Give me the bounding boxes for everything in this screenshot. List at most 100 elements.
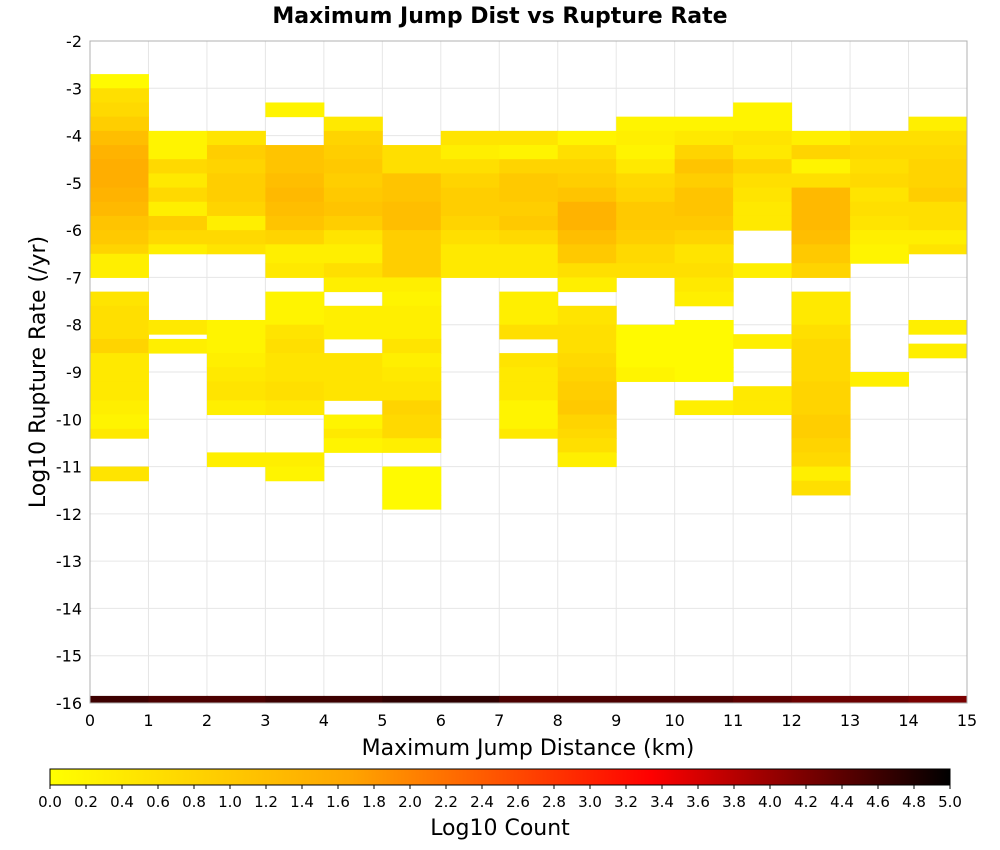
colorbar-tick-label: 3.6 bbox=[686, 793, 710, 811]
heatmap-cell bbox=[206, 215, 266, 231]
colorbar-tick-label: 2.0 bbox=[398, 793, 422, 811]
heatmap-cell bbox=[90, 324, 149, 340]
heatmap-cell bbox=[791, 353, 851, 368]
colorbar-tick-label: 4.4 bbox=[830, 793, 854, 811]
heatmap-cell-bottom-row bbox=[323, 695, 383, 703]
heatmap-cell bbox=[908, 215, 968, 231]
heatmap-cell bbox=[557, 173, 617, 189]
heatmap-cell bbox=[265, 187, 325, 203]
x-axis-label: Maximum Jump Distance (km) bbox=[362, 736, 695, 761]
heatmap-cell bbox=[616, 145, 676, 160]
heatmap-cell bbox=[440, 230, 500, 245]
heatmap-cell bbox=[90, 338, 149, 354]
heatmap-cell bbox=[908, 187, 968, 203]
heatmap-cell bbox=[265, 381, 325, 401]
heatmap-cell bbox=[323, 130, 383, 146]
plot-border bbox=[89, 40, 968, 704]
heatmap-cell bbox=[557, 277, 617, 293]
colorbar-tick-label: 1.4 bbox=[290, 793, 314, 811]
heatmap-cell bbox=[850, 130, 910, 146]
heatmap-cell bbox=[791, 263, 851, 278]
heatmap-cell bbox=[382, 338, 442, 354]
heatmap-cell bbox=[499, 244, 559, 264]
heatmap-cell bbox=[382, 367, 442, 382]
x-tick-label: 0 bbox=[85, 711, 95, 730]
heatmap-cell bbox=[440, 173, 500, 189]
heatmap-cell bbox=[323, 324, 383, 340]
heatmap-cell bbox=[440, 244, 500, 264]
heatmap-cell bbox=[557, 428, 617, 439]
heatmap-cell bbox=[908, 230, 968, 245]
heatmap-cell bbox=[791, 400, 851, 416]
heatmap-cell bbox=[850, 159, 910, 174]
heatmap-cell bbox=[499, 324, 559, 340]
heatmap-cell bbox=[206, 367, 266, 382]
heatmap-cell bbox=[616, 187, 676, 203]
heatmap-cell bbox=[382, 324, 442, 340]
heatmap-cell bbox=[908, 130, 968, 146]
heatmap-cell bbox=[499, 215, 559, 231]
heatmap-cell bbox=[733, 215, 793, 231]
heatmap-cell bbox=[733, 334, 793, 349]
heatmap-cell bbox=[733, 386, 793, 401]
heatmap-cell bbox=[733, 173, 793, 189]
heatmap-cell bbox=[440, 201, 500, 217]
x-tick-label: 5 bbox=[377, 711, 387, 730]
y-tick-label: -13 bbox=[56, 552, 82, 571]
heatmap-cell bbox=[90, 130, 149, 146]
heatmap-cell bbox=[265, 230, 325, 245]
colorbar-tick-label: 0.4 bbox=[110, 793, 134, 811]
colorbar-tick-label: 4.6 bbox=[866, 793, 890, 811]
colorbar-tick-label: 1.6 bbox=[326, 793, 350, 811]
heatmap-cell bbox=[499, 145, 559, 160]
heatmap-cell bbox=[382, 291, 442, 307]
heatmap-cell bbox=[616, 116, 676, 132]
heatmap-cell bbox=[791, 145, 851, 160]
heatmap-cell bbox=[206, 452, 266, 468]
heatmap-cell bbox=[850, 372, 910, 387]
y-tick-label: -4 bbox=[66, 127, 82, 146]
heatmap-cell bbox=[206, 244, 266, 255]
heatmap-cell bbox=[90, 291, 149, 307]
heatmap-cell bbox=[733, 187, 793, 203]
colorbar-tick-label: 5.0 bbox=[938, 793, 962, 811]
colorbar-tick-label: 4.8 bbox=[902, 793, 926, 811]
heatmap-cell-bottom-row bbox=[733, 695, 793, 703]
heatmap-cell bbox=[791, 230, 851, 245]
heatmap-cell-bottom-row bbox=[616, 695, 676, 703]
heatmap-cell-bottom-row bbox=[791, 695, 851, 703]
heatmap-cell bbox=[382, 230, 442, 245]
heatmap-cell bbox=[616, 230, 676, 245]
y-tick-label: -15 bbox=[56, 647, 82, 666]
heatmap-cell bbox=[850, 145, 910, 160]
heatmap-cell bbox=[674, 145, 734, 160]
y-tick-labels: -2 -3 -4 -5 -6 -7 -8 -9 -10 -11 -12 -13 -14 -15 -16 bbox=[56, 32, 82, 713]
y-tick-label: -12 bbox=[56, 505, 82, 524]
colorbar-tick-label: 2.8 bbox=[542, 793, 566, 811]
heatmap-cell-bottom-row bbox=[148, 695, 208, 703]
colorbar-tick-label: 3.8 bbox=[722, 793, 746, 811]
x-tick-label: 3 bbox=[260, 711, 270, 730]
heatmap-cell bbox=[323, 428, 383, 439]
heatmap-cell bbox=[382, 277, 442, 293]
heatmap-cell bbox=[90, 466, 149, 482]
heatmap-cell bbox=[206, 159, 266, 174]
heatmap-cell bbox=[382, 201, 442, 217]
heatmap-cell bbox=[499, 187, 559, 203]
colorbar-tick-label: 2.2 bbox=[434, 793, 458, 811]
heatmap-cell bbox=[557, 201, 617, 217]
heatmap-cell bbox=[382, 400, 442, 416]
heatmap-cell bbox=[674, 244, 734, 264]
colorbar-tick-label: 0.8 bbox=[182, 793, 206, 811]
heatmap-cell bbox=[557, 130, 617, 146]
heatmap-cell bbox=[557, 230, 617, 245]
heatmap-cell bbox=[90, 305, 149, 326]
heatmap-cell bbox=[674, 319, 734, 335]
colorbar-tick-label: 0.0 bbox=[38, 793, 62, 811]
heatmap-cell bbox=[90, 414, 149, 430]
heatmap-cell bbox=[733, 263, 793, 278]
heatmap-cell bbox=[148, 201, 208, 217]
heatmap-cell bbox=[90, 74, 149, 89]
heatmap-cell bbox=[382, 428, 442, 439]
x-tick-label: 1 bbox=[143, 711, 153, 730]
